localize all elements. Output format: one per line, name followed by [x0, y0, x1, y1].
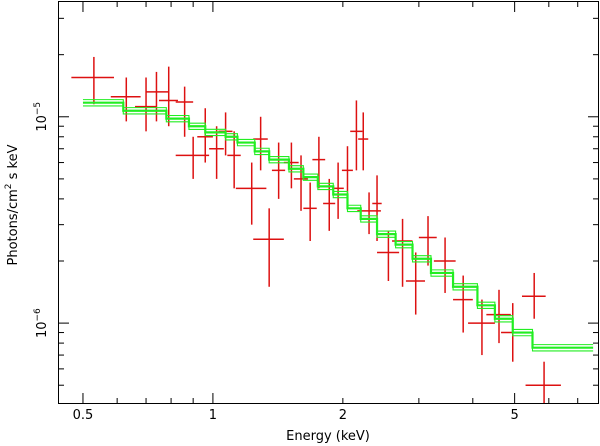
data-point	[433, 237, 456, 293]
data-point	[323, 178, 336, 231]
x-tick-label: 0.5	[73, 408, 94, 423]
data-point	[350, 100, 363, 171]
data-point	[468, 299, 495, 356]
data-point	[71, 56, 114, 105]
model-step-curve	[82, 105, 594, 352]
data-point	[135, 77, 157, 132]
x-tick-label: 2	[339, 408, 347, 423]
data-errorbars	[71, 56, 561, 403]
model-step-curve	[82, 101, 594, 349]
model-curves	[82, 99, 594, 352]
data-point	[453, 275, 473, 333]
y-tick-label: 10−6	[33, 308, 50, 338]
axis-ticks	[59, 2, 598, 403]
data-point	[521, 272, 546, 319]
data-point	[158, 66, 178, 127]
data-point	[253, 208, 284, 287]
plot-frame	[58, 1, 599, 404]
x-axis-title: Energy (keV)	[286, 429, 370, 444]
data-point	[525, 361, 561, 403]
data-point	[377, 230, 400, 281]
data-point	[358, 112, 369, 171]
x-tick-label: 1	[209, 408, 217, 423]
y-tick-label: 10−5	[33, 102, 50, 132]
data-point	[293, 155, 308, 211]
y-axis-title: Photons/cm2 s keV	[4, 144, 21, 265]
model-step-curve	[82, 99, 594, 346]
x-tick-label: 5	[510, 408, 518, 423]
data-point	[418, 216, 437, 266]
data-point	[235, 162, 267, 225]
data-point	[227, 131, 241, 189]
axis-tick-labels: 0.5 1 2 5 10−5 10−6	[33, 102, 519, 423]
data-point	[271, 142, 286, 199]
data-point	[175, 86, 194, 137]
data-point	[303, 182, 317, 242]
data-point	[209, 126, 224, 179]
data-point	[486, 289, 511, 344]
data-point	[405, 252, 426, 315]
data-point	[146, 71, 169, 122]
data-point	[253, 116, 268, 171]
data-point	[175, 136, 210, 179]
